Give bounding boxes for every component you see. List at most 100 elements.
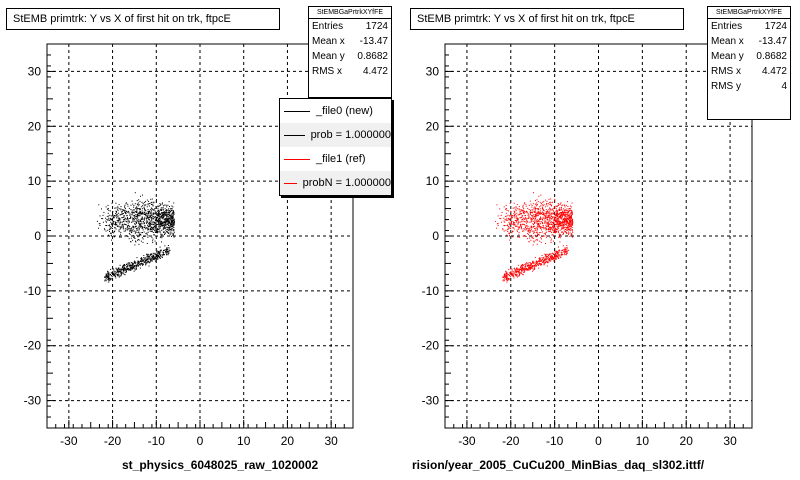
scatter-point — [520, 224, 521, 226]
scatter-point — [549, 201, 551, 203]
scatter-point — [118, 219, 120, 221]
scatter-point — [561, 231, 563, 233]
scatter-point — [562, 220, 564, 222]
scatter-point — [516, 274, 518, 276]
scatter-point — [173, 221, 175, 223]
scatter-point — [137, 262, 139, 264]
scatter-point — [551, 224, 553, 226]
scatter-point — [552, 258, 554, 260]
scatter-point — [116, 219, 118, 221]
stat-label: Entries — [312, 21, 344, 32]
scatter-point — [562, 215, 563, 217]
scatter-point — [503, 276, 505, 277]
scatter-point — [167, 252, 169, 254]
scatter-point — [565, 230, 567, 232]
scatter-point — [173, 211, 175, 212]
scatter-point — [156, 253, 158, 254]
scatter-point — [110, 279, 112, 281]
scatter-point — [124, 204, 126, 206]
scatter-point — [152, 215, 154, 217]
scatter-point — [542, 227, 544, 228]
scatter-point — [168, 201, 170, 203]
scatter-point — [159, 226, 161, 228]
scatter-point — [119, 228, 121, 230]
scatter-point — [108, 229, 110, 231]
scatter-point — [163, 215, 165, 217]
scatter-point — [154, 225, 156, 227]
scatter-point — [529, 213, 531, 215]
scatter-point — [518, 236, 520, 238]
stat-row: Entries 1724 — [708, 19, 790, 34]
scatter-point — [132, 234, 134, 236]
scatter-point — [168, 221, 170, 223]
scatter-point — [147, 228, 149, 230]
scatter-point — [526, 263, 528, 265]
scatter-point — [557, 227, 559, 229]
scatter-point — [557, 210, 559, 212]
scatter-point — [109, 231, 110, 232]
scatter-point — [170, 229, 172, 231]
scatter-point — [127, 225, 128, 227]
scatter-point — [166, 250, 168, 252]
scatter-point — [167, 223, 169, 225]
y-tick-label: -20 — [422, 339, 440, 353]
scatter-point — [543, 210, 545, 212]
scatter-point — [129, 267, 131, 269]
scatter-point — [564, 226, 566, 228]
scatter-point — [534, 268, 536, 270]
scatter-point — [566, 233, 568, 234]
scatter-point — [138, 262, 139, 264]
scatter-point — [141, 216, 143, 218]
scatter-point — [161, 215, 163, 217]
scatter-point — [527, 262, 529, 264]
scatter-point — [129, 263, 131, 265]
scatter-point — [513, 213, 515, 215]
scatter-point — [536, 223, 538, 224]
scatter-point — [125, 271, 127, 273]
scatter-point — [569, 222, 571, 223]
scatter-point — [563, 208, 565, 210]
scatter-point — [570, 222, 572, 224]
scatter-point — [506, 234, 508, 236]
scatter-point — [504, 225, 506, 226]
scatter-point — [524, 270, 526, 272]
scatter-point — [555, 257, 557, 258]
scatter-point — [119, 270, 121, 272]
scatter-point — [571, 211, 573, 212]
scatter-point — [537, 220, 538, 222]
stat-value: 0.8682 — [756, 51, 787, 62]
scatter-point — [131, 262, 132, 264]
scatter-point — [109, 217, 111, 219]
scatter-point — [143, 206, 145, 208]
scatter-point — [518, 227, 520, 229]
scatter-point — [142, 232, 143, 233]
x-tick-label: 30 — [723, 434, 737, 448]
scatter-point — [147, 229, 149, 231]
scatter-point — [532, 219, 534, 221]
y-tick-label: 20 — [28, 119, 42, 133]
scatter-point — [521, 213, 522, 214]
scatter-point — [541, 211, 543, 213]
scatter-point — [135, 241, 137, 243]
scatter-point — [134, 269, 136, 271]
scatter-point — [535, 215, 537, 217]
scatter-point — [530, 217, 532, 219]
scatter-point — [556, 213, 558, 215]
scatter-point — [570, 215, 572, 217]
scatter-point — [138, 222, 140, 224]
scatter-point — [569, 208, 570, 210]
scatter-point — [542, 213, 544, 214]
scatter-point — [510, 268, 512, 270]
scatter-point — [156, 255, 158, 257]
stat-row: Mean x -13.47 — [309, 34, 391, 49]
scatter-point — [518, 206, 520, 208]
scatter-point — [120, 274, 122, 276]
scatter-point — [527, 218, 529, 220]
scatter-point — [570, 206, 572, 208]
scatter-point — [160, 254, 161, 256]
scatter-point — [514, 223, 516, 225]
scatter-point — [98, 204, 100, 206]
scatter-point — [161, 237, 163, 239]
scatter-point — [508, 219, 510, 221]
scatter-point — [145, 264, 147, 266]
